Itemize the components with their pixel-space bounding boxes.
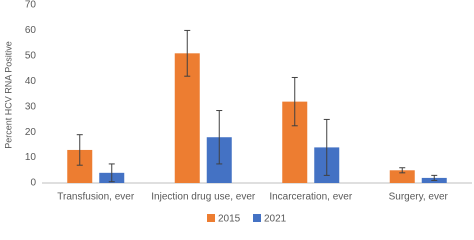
y-tick-label: 50 bbox=[25, 50, 37, 61]
y-tick-label: 30 bbox=[25, 101, 37, 112]
error-bar bbox=[399, 167, 406, 174]
y-axis-label: Percent HCV RNA Positive bbox=[3, 41, 13, 149]
legend-swatch bbox=[253, 214, 261, 222]
x-tick-label: Incarceration, ever bbox=[269, 192, 352, 203]
y-tick-label: 0 bbox=[30, 178, 36, 189]
error-bar bbox=[323, 118, 330, 176]
error-bar bbox=[216, 110, 223, 165]
legend-label: 2015 bbox=[218, 214, 241, 225]
error-bar bbox=[184, 29, 191, 77]
y-tick-label: 20 bbox=[25, 127, 37, 138]
legend-swatch bbox=[207, 214, 215, 222]
error-bar bbox=[76, 134, 83, 166]
legend-label: 2021 bbox=[264, 214, 287, 225]
error-bar bbox=[291, 76, 298, 127]
bar bbox=[389, 170, 415, 183]
x-tick-label: Injection drug use, ever bbox=[151, 192, 256, 203]
x-tick-label: Surgery, ever bbox=[389, 192, 449, 203]
error-bar bbox=[108, 163, 115, 183]
chart: Percent HCV RNA Positive 0 10 20 30 40 50 60 70… bbox=[3, 0, 472, 225]
y-tick-label: 40 bbox=[25, 76, 37, 87]
y-tick-label: 70 bbox=[25, 0, 37, 11]
error-bar bbox=[431, 174, 438, 181]
y-tick-label: 10 bbox=[25, 152, 37, 163]
x-tick-label: Transfusion, ever bbox=[57, 192, 135, 203]
y-tick-label: 60 bbox=[25, 25, 37, 36]
